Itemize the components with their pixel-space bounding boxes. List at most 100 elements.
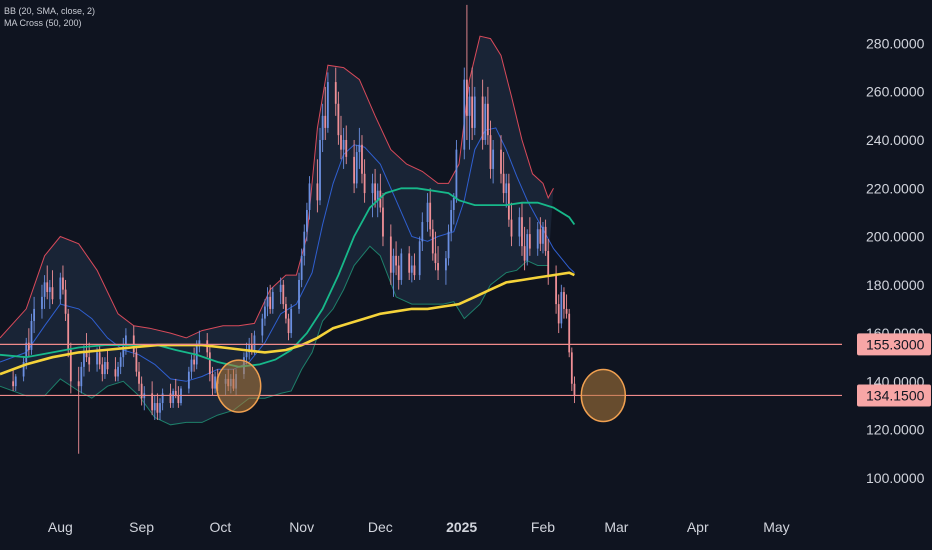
candle bbox=[536, 222, 539, 256]
candle bbox=[106, 349, 109, 375]
candle-body bbox=[261, 318, 264, 336]
candle-body bbox=[334, 82, 337, 104]
candle-body bbox=[67, 313, 70, 350]
candle-body bbox=[505, 183, 508, 194]
candle bbox=[138, 362, 140, 391]
candle bbox=[466, 4, 468, 140]
candle bbox=[455, 139, 458, 203]
candle bbox=[104, 357, 106, 379]
candle-body bbox=[392, 255, 395, 273]
candle bbox=[544, 219, 547, 256]
candle-body bbox=[245, 352, 248, 358]
x-tick-label: Apr bbox=[687, 519, 709, 535]
candle bbox=[119, 352, 122, 375]
candle-body bbox=[117, 366, 119, 377]
candle-body bbox=[326, 82, 329, 128]
candle bbox=[539, 217, 542, 251]
legend-ma[interactable]: MA Cross (50, 200) bbox=[4, 18, 82, 28]
candle-body bbox=[337, 103, 340, 136]
candle bbox=[431, 219, 434, 261]
candle bbox=[489, 120, 492, 179]
candle bbox=[135, 345, 138, 377]
candle bbox=[101, 357, 104, 382]
candle-body bbox=[450, 209, 453, 232]
candle bbox=[326, 72, 329, 133]
candle bbox=[397, 255, 400, 290]
horizontal-levels[interactable] bbox=[0, 343, 842, 397]
candle-body bbox=[342, 139, 345, 150]
candle-body bbox=[159, 403, 161, 413]
candle-body bbox=[355, 152, 358, 184]
candle-body bbox=[287, 318, 290, 334]
candle bbox=[125, 328, 127, 355]
candle bbox=[521, 202, 523, 256]
candle bbox=[64, 279, 67, 321]
candle bbox=[264, 299, 266, 326]
candle-body bbox=[481, 96, 484, 140]
candle-body bbox=[363, 173, 366, 194]
candle bbox=[450, 200, 453, 242]
price-tag-bg bbox=[857, 333, 931, 356]
candle bbox=[510, 202, 513, 247]
candle-body bbox=[305, 209, 308, 232]
candle bbox=[156, 393, 159, 420]
candle-body bbox=[269, 296, 272, 309]
candle-body bbox=[14, 376, 17, 387]
candle-body bbox=[316, 183, 319, 201]
y-tick-label: 100.0000 bbox=[866, 470, 925, 486]
candle-body bbox=[64, 289, 67, 314]
candle-body bbox=[25, 342, 28, 363]
y-tick-label: 180.0000 bbox=[866, 277, 925, 293]
candle-body bbox=[471, 96, 474, 128]
candle bbox=[447, 224, 450, 266]
candle-body bbox=[80, 366, 83, 387]
candle-body bbox=[271, 292, 274, 309]
x-tick-label: Feb bbox=[531, 519, 555, 535]
candle-body bbox=[264, 306, 266, 319]
candle-body bbox=[324, 115, 327, 128]
candle-body bbox=[88, 357, 91, 365]
candle-body bbox=[153, 403, 156, 411]
candle-body bbox=[98, 352, 101, 365]
price-tags: 155.3000 134.1500 bbox=[857, 333, 931, 407]
candle bbox=[43, 275, 46, 309]
y-axis[interactable]: 100.0000120.0000140.0000160.0000180.0000… bbox=[866, 35, 925, 485]
candle-body bbox=[560, 292, 563, 324]
candle bbox=[486, 86, 489, 145]
candle bbox=[245, 342, 248, 365]
candle bbox=[565, 294, 568, 319]
candle bbox=[334, 67, 337, 116]
candle-body bbox=[502, 173, 505, 194]
candle-body bbox=[248, 345, 251, 353]
candle bbox=[48, 279, 51, 309]
candle-body bbox=[486, 103, 489, 136]
candle-body bbox=[69, 349, 72, 382]
x-tick-label: Mar bbox=[604, 519, 628, 535]
legend-bb[interactable]: BB (20, SMA, close, 2) bbox=[4, 6, 96, 16]
candle bbox=[214, 371, 216, 394]
candle bbox=[392, 248, 395, 297]
candle-body bbox=[523, 246, 526, 261]
candle-body bbox=[43, 282, 46, 297]
x-tick-label: Aug bbox=[48, 519, 73, 535]
candle-body bbox=[500, 149, 502, 174]
candle-body bbox=[138, 371, 140, 384]
candles bbox=[12, 4, 576, 454]
candle-body bbox=[542, 226, 544, 244]
candle bbox=[502, 152, 505, 203]
candle bbox=[151, 381, 154, 416]
candle-body bbox=[101, 364, 104, 375]
x-axis[interactable]: Aug Sep Oct Nov Dec 2025 Feb Mar Apr May bbox=[48, 519, 790, 535]
candle bbox=[363, 159, 366, 203]
candle bbox=[526, 229, 529, 266]
candle-body bbox=[161, 393, 164, 404]
candle-body bbox=[397, 265, 400, 280]
indicator-lines bbox=[0, 187, 576, 376]
candle-body bbox=[374, 183, 376, 201]
candle-body bbox=[151, 393, 154, 411]
candle bbox=[308, 176, 311, 220]
candle-body bbox=[208, 352, 211, 375]
candle bbox=[361, 135, 363, 184]
